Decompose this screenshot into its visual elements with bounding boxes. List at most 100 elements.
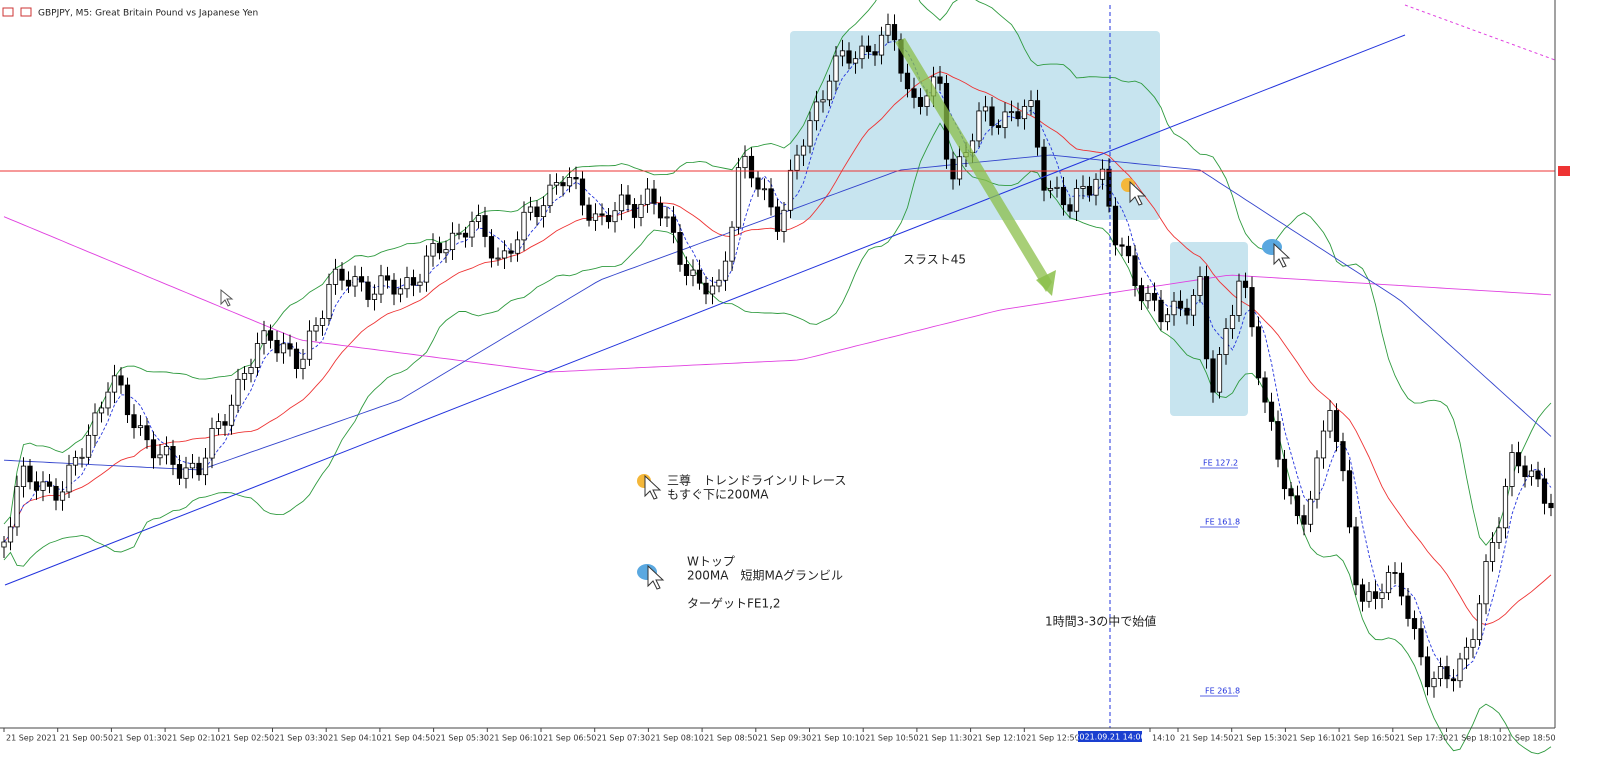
candle-body — [683, 264, 690, 276]
candle-body — [391, 279, 397, 295]
candle-body — [742, 155, 748, 169]
candle-body — [748, 155, 755, 179]
icon[interactable] — [20, 7, 32, 17]
candle-body — [651, 188, 657, 204]
candle-body — [118, 375, 124, 386]
candle-body — [1502, 486, 1509, 529]
candle-body — [1515, 452, 1522, 467]
time-label: 21 Sep 16:10 — [1287, 734, 1340, 743]
annotation: 1時間3-3の中で始値 — [1045, 614, 1156, 629]
candle-body — [579, 178, 586, 206]
candle-body — [1236, 280, 1242, 316]
ma-200 — [3, 216, 1552, 373]
candle-body — [1463, 646, 1470, 660]
candle-body — [319, 318, 326, 326]
candle-body — [1483, 561, 1489, 605]
time-label: 21 Sep 04:50 — [382, 734, 435, 743]
candle-body — [345, 279, 352, 287]
candle-body — [495, 257, 501, 260]
candle-body — [1216, 354, 1223, 393]
candle-body — [690, 269, 696, 276]
candle-body — [254, 343, 261, 368]
candle-body — [137, 425, 144, 429]
candle-body — [1372, 591, 1379, 599]
candle-body — [1522, 465, 1528, 478]
candle-body — [995, 125, 1002, 128]
cursor-label: 2021.09.21 14:00 — [1074, 733, 1145, 742]
candle-body — [560, 182, 566, 187]
time-label: 21 Sep 12:50 — [1026, 734, 1079, 743]
candle-body — [1080, 185, 1086, 189]
candle-body — [1450, 678, 1457, 682]
candle-body — [1, 541, 7, 548]
candle-body — [1444, 666, 1450, 680]
candle-body — [228, 404, 235, 426]
candle-body — [1184, 307, 1190, 316]
candle-body — [508, 250, 514, 254]
candle-body — [1106, 168, 1112, 207]
candle-body — [1398, 572, 1405, 597]
candle-body — [599, 213, 605, 216]
candle-body — [885, 24, 891, 36]
time-label: 21 Sep 18:50 — [1502, 734, 1555, 743]
candle-body — [1015, 111, 1021, 120]
candle-body — [449, 232, 456, 250]
cursor-label-bg — [1078, 731, 1142, 742]
icon[interactable] — [2, 7, 14, 17]
candle-body — [664, 216, 670, 219]
candle-body — [846, 50, 852, 64]
candle-body — [59, 491, 66, 501]
candle-body — [196, 462, 202, 476]
candle-body — [163, 446, 170, 456]
candle-body — [1203, 276, 1210, 360]
candle-body — [1541, 478, 1548, 504]
time-label: 21 Sep 03:30 — [275, 734, 328, 743]
candle-body — [1496, 527, 1502, 543]
candle-body — [150, 439, 157, 459]
candle-body — [1002, 111, 1008, 128]
candle-body — [462, 232, 469, 238]
candle-body — [423, 255, 430, 283]
candle-body — [859, 45, 865, 60]
candle-body — [371, 293, 378, 300]
candle-body — [1327, 410, 1333, 432]
candle-body — [482, 215, 488, 237]
time-label: 21 Sep 10:50 — [865, 734, 918, 743]
candle-body — [807, 120, 813, 147]
candle-body — [475, 215, 482, 222]
candle-body — [124, 384, 131, 416]
annotation: ターゲットFE1,2 — [687, 597, 781, 611]
time-label: 21 Sep 09:30 — [758, 734, 811, 743]
candle-body — [488, 236, 495, 259]
candle-body — [813, 101, 820, 122]
candle-body — [1151, 292, 1158, 301]
candle-body — [696, 269, 703, 284]
candle-body — [1437, 666, 1444, 679]
candle-body — [1470, 639, 1476, 648]
candle-body — [46, 481, 53, 487]
candle-body — [553, 182, 560, 186]
candle-body — [911, 88, 917, 98]
candle-body — [157, 454, 163, 459]
candle-body — [904, 72, 911, 90]
candle-body — [300, 358, 306, 369]
candle-body — [209, 428, 215, 459]
candle-body — [1229, 315, 1236, 330]
annotation: スラスト45 — [903, 253, 966, 267]
candle-body — [397, 288, 404, 295]
highlight-box — [790, 31, 1160, 220]
candle-body — [53, 485, 59, 501]
candle-body — [937, 76, 943, 84]
candle-body — [1086, 185, 1093, 196]
candle-body — [358, 276, 365, 283]
candle-body — [716, 279, 722, 287]
candle-body — [872, 51, 878, 56]
candle-body — [1346, 470, 1353, 528]
candle-body — [1548, 502, 1554, 509]
candle-body — [1294, 495, 1301, 517]
candle-body — [1288, 488, 1294, 497]
time-label: 21 Sep 15:30 — [1234, 734, 1287, 743]
candle-body — [111, 375, 118, 393]
annotation: 三尊 トレンドラインリトレース — [667, 473, 846, 488]
candle-body — [1535, 470, 1541, 480]
